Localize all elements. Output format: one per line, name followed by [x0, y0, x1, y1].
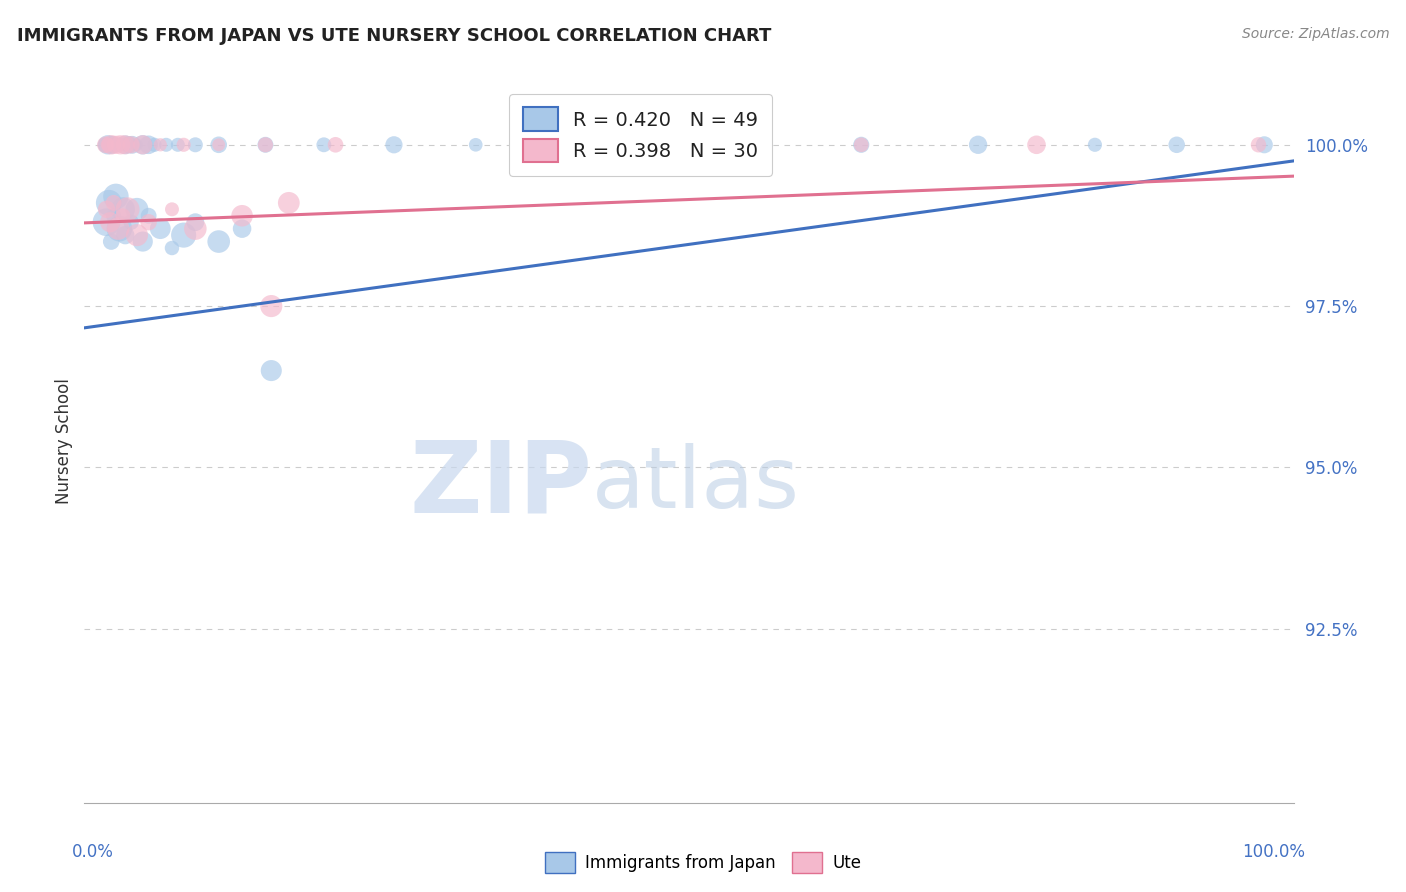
Point — [581, 137, 603, 152]
Point — [94, 137, 117, 152]
Point — [110, 137, 132, 152]
Point — [118, 137, 141, 152]
Point — [103, 209, 125, 223]
Text: ZIP: ZIP — [409, 436, 592, 533]
Point — [132, 235, 155, 249]
Point — [100, 137, 122, 152]
Point — [231, 221, 253, 235]
Point — [114, 137, 136, 152]
Point — [114, 137, 136, 152]
Text: 100.0%: 100.0% — [1243, 843, 1306, 861]
Point — [1025, 137, 1047, 152]
Point — [149, 137, 172, 152]
Point — [97, 137, 120, 152]
Point — [100, 137, 122, 152]
Point — [132, 137, 155, 152]
Point — [143, 137, 166, 152]
Point — [208, 137, 231, 152]
Point — [121, 137, 143, 152]
Point — [138, 215, 160, 229]
Point — [125, 228, 148, 243]
Point — [851, 137, 873, 152]
Point — [254, 137, 277, 152]
Point — [1084, 137, 1107, 152]
Point — [96, 202, 118, 217]
Point — [166, 137, 188, 152]
Point — [125, 137, 148, 152]
Point — [114, 228, 136, 243]
Point — [184, 137, 207, 152]
Point — [132, 137, 155, 152]
Point — [208, 235, 231, 249]
Point — [967, 137, 990, 152]
Point — [108, 137, 131, 152]
Point — [97, 137, 120, 152]
Point — [382, 137, 405, 152]
Point — [120, 137, 142, 152]
Point — [107, 221, 129, 235]
Point — [173, 228, 195, 243]
Point — [260, 363, 283, 377]
Point — [104, 137, 127, 152]
Point — [231, 209, 253, 223]
Point — [111, 202, 134, 217]
Point — [97, 195, 120, 210]
Point — [111, 137, 134, 152]
Point — [138, 137, 160, 152]
Point — [184, 221, 207, 235]
Legend: R = 0.420   N = 49, R = 0.398   N = 30: R = 0.420 N = 49, R = 0.398 N = 30 — [509, 94, 772, 176]
Point — [125, 202, 148, 217]
Point — [160, 202, 183, 217]
Point — [312, 137, 335, 152]
Point — [117, 202, 139, 217]
Point — [1166, 137, 1188, 152]
Point — [733, 137, 755, 152]
Text: atlas: atlas — [592, 443, 800, 526]
Point — [100, 235, 122, 249]
Text: 0.0%: 0.0% — [72, 843, 114, 861]
Point — [104, 137, 127, 152]
Point — [98, 215, 121, 229]
Point — [184, 215, 207, 229]
Point — [160, 241, 183, 255]
Point — [325, 137, 347, 152]
Point — [103, 137, 125, 152]
Point — [120, 215, 142, 229]
Point — [277, 195, 299, 210]
Point — [254, 137, 277, 152]
Point — [1253, 137, 1275, 152]
Point — [464, 137, 486, 152]
Point — [1247, 137, 1270, 152]
Text: IMMIGRANTS FROM JAPAN VS UTE NURSERY SCHOOL CORRELATION CHART: IMMIGRANTS FROM JAPAN VS UTE NURSERY SCH… — [17, 27, 772, 45]
Point — [851, 137, 873, 152]
Point — [104, 189, 127, 203]
Point — [94, 137, 117, 152]
Point — [103, 195, 125, 210]
Point — [208, 137, 231, 152]
Point — [173, 137, 195, 152]
Point — [155, 137, 177, 152]
Point — [138, 209, 160, 223]
Text: Source: ZipAtlas.com: Source: ZipAtlas.com — [1241, 27, 1389, 41]
Y-axis label: Nursery School: Nursery School — [55, 378, 73, 505]
Legend: Immigrants from Japan, Ute: Immigrants from Japan, Ute — [538, 846, 868, 880]
Point — [260, 299, 283, 313]
Point — [96, 215, 118, 229]
Point — [149, 221, 172, 235]
Point — [108, 221, 131, 235]
Point — [111, 209, 134, 223]
